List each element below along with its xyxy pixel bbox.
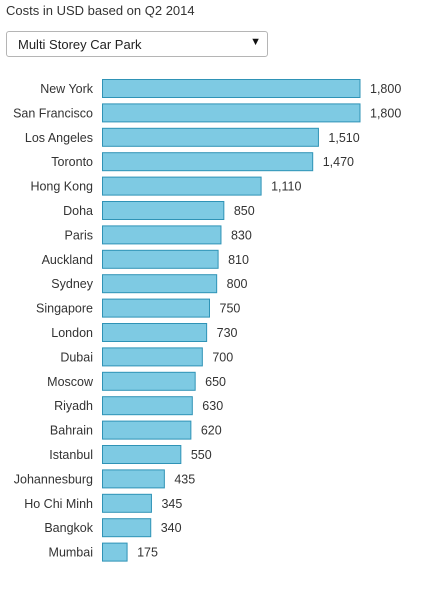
category-label-los-angeles: Los Angeles xyxy=(25,131,93,145)
value-label-new-york: 1,800 xyxy=(370,82,401,96)
parking-type-select[interactable]: Multi Storey Car Park ▼ xyxy=(6,31,268,57)
value-label-johannesburg: 435 xyxy=(174,472,195,486)
value-label-los-angeles: 1,510 xyxy=(328,131,359,145)
value-label-bangkok: 340 xyxy=(161,521,182,535)
category-label-new-york: New York xyxy=(40,82,94,96)
value-label-mumbai: 175 xyxy=(137,546,158,560)
category-label-doha: Doha xyxy=(63,204,93,218)
bar-bangkok xyxy=(102,518,152,538)
category-label-bahrain: Bahrain xyxy=(50,424,93,438)
bar-riyadh xyxy=(102,396,193,416)
value-label-riyadh: 630 xyxy=(202,399,223,413)
parking-type-selected-value: Multi Storey Car Park xyxy=(18,37,142,52)
value-label-sydney: 800 xyxy=(227,277,248,291)
value-label-ho-chi-minh: 345 xyxy=(161,497,182,511)
category-label-ho-chi-minh: Ho Chi Minh xyxy=(24,497,93,511)
value-label-toronto: 1,470 xyxy=(323,155,354,169)
bar-paris xyxy=(102,225,222,245)
bar-hong-kong xyxy=(102,176,262,196)
bar-london xyxy=(102,323,208,342)
category-label-moscow: Moscow xyxy=(47,375,94,389)
category-label-mumbai: Mumbai xyxy=(49,546,93,560)
bar-los-angeles xyxy=(102,127,319,147)
bar-toronto xyxy=(102,152,314,172)
category-label-auckland: Auckland xyxy=(42,253,93,267)
bar-moscow xyxy=(102,371,196,391)
bar-mumbai xyxy=(102,542,128,562)
category-label-riyadh: Riyadh xyxy=(54,399,93,413)
value-label-doha: 850 xyxy=(234,204,255,218)
bar-auckland xyxy=(102,249,219,269)
bar-doha xyxy=(102,201,225,220)
bar-new-york xyxy=(102,79,361,98)
bar-san-francisco xyxy=(102,103,361,123)
value-label-hong-kong: 1,110 xyxy=(271,180,301,194)
chart-subtitle: Costs in USD based on Q2 2014 xyxy=(6,3,195,18)
value-label-london: 730 xyxy=(217,326,238,340)
category-label-toronto: Toronto xyxy=(51,155,93,169)
value-label-dubai: 700 xyxy=(212,350,233,364)
category-label-johannesburg: Johannesburg xyxy=(14,472,93,486)
category-label-dubai: Dubai xyxy=(60,350,93,364)
bar-johannesburg xyxy=(102,469,165,489)
value-label-bahrain: 620 xyxy=(201,424,222,438)
value-label-moscow: 650 xyxy=(205,375,226,389)
bar-sydney xyxy=(102,274,218,294)
value-label-singapore: 750 xyxy=(220,302,241,316)
category-label-istanbul: Istanbul xyxy=(49,448,93,462)
category-label-bangkok: Bangkok xyxy=(44,521,93,535)
bar-istanbul xyxy=(102,445,182,464)
value-label-paris: 830 xyxy=(231,228,252,242)
triangle-down-icon: ▼ xyxy=(250,36,261,48)
category-label-san-francisco: San Francisco xyxy=(13,106,93,120)
value-label-auckland: 810 xyxy=(228,253,249,267)
category-label-singapore: Singapore xyxy=(36,302,93,316)
category-label-hong-kong: Hong Kong xyxy=(30,180,93,194)
category-label-london: London xyxy=(51,326,93,340)
value-label-istanbul: 550 xyxy=(191,448,212,462)
value-label-san-francisco: 1,800 xyxy=(370,106,401,120)
category-label-sydney: Sydney xyxy=(51,277,93,291)
bar-bahrain xyxy=(102,420,192,440)
bar-ho-chi-minh xyxy=(102,493,152,513)
category-label-paris: Paris xyxy=(65,228,93,242)
bar-dubai xyxy=(102,347,203,367)
bar-singapore xyxy=(102,298,210,318)
